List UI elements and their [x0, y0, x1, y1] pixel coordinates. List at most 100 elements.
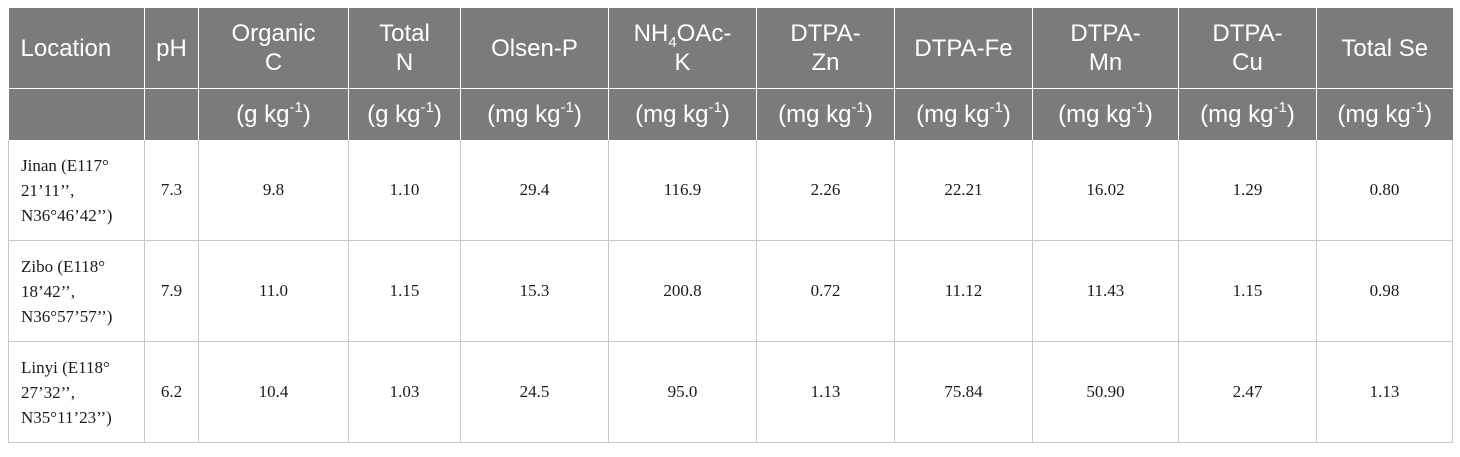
unit-dtpa-zn: (mg kg-1) [756, 88, 895, 140]
unit-dtpa-mn: (mg kg-1) [1032, 88, 1179, 140]
location-line: Linyi (E118° [21, 357, 110, 377]
header-nh4oac-k-sub: 4 [668, 33, 677, 51]
header-total-n-line1: Total [379, 20, 430, 47]
unit-close: ) [864, 101, 873, 128]
unit-location-empty [8, 88, 145, 140]
unit-base: (g kg [367, 101, 421, 128]
header-row-names: Location pH Organic C Total N Olsen-P NH… [8, 8, 1453, 89]
cell-dtpa-zn: 0.72 [756, 240, 895, 342]
header-dtpa-zn-line2: Zn [811, 49, 840, 76]
header-row-units: (g kg-1) (g kg-1) (mg kg-1) (mg kg-1) (m… [8, 88, 1453, 140]
unit-exp: -1 [1273, 99, 1287, 116]
unit-total-se: (mg kg-1) [1316, 88, 1453, 140]
cell-ph: 7.9 [144, 240, 199, 342]
unit-base: (mg kg [778, 101, 852, 128]
cell-dtpa-mn: 11.43 [1032, 240, 1179, 342]
cell-dtpa-fe: 11.12 [894, 240, 1033, 342]
header-total-n-line2: N [395, 49, 414, 76]
cell-dtpa-fe: 22.21 [894, 140, 1033, 241]
unit-organic-c: (g kg-1) [198, 88, 349, 140]
location-line: N36°46’42’’) [21, 205, 113, 225]
unit-exp: -1 [1410, 99, 1425, 116]
location-line: 21’11’’, [21, 180, 75, 200]
header-dtpa-cu: DTPA- Cu [1178, 8, 1317, 89]
table-header: Location pH Organic C Total N Olsen-P NH… [8, 8, 1453, 140]
header-dtpa-fe: DTPA-Fe [894, 8, 1033, 89]
cell-total-n: 1.10 [348, 140, 461, 241]
header-nh4oac-k-pre: NH [633, 20, 669, 47]
cell-dtpa-cu: 1.29 [1178, 140, 1317, 241]
unit-base: (mg kg [635, 101, 709, 128]
cell-nh4oac-k: 116.9 [608, 140, 757, 241]
cell-organic-c: 10.4 [198, 341, 349, 443]
cell-total-se: 1.13 [1316, 341, 1453, 443]
cell-ph: 6.2 [144, 341, 199, 443]
cell-location: Linyi (E118° 27’32’’, N35°11’23’’) [8, 341, 145, 443]
header-organic-c-line1: Organic [231, 20, 316, 47]
header-nh4oac-k: NH4OAc- K [608, 8, 757, 89]
cell-location: Zibo (E118° 18’42’’, N36°57’57’’) [8, 240, 145, 342]
unit-olsen-p: (mg kg-1) [460, 88, 609, 140]
cell-olsen-p: 15.3 [460, 240, 609, 342]
unit-base: (mg kg [487, 101, 561, 128]
unit-base: (g kg [236, 101, 290, 128]
header-dtpa-cu-line2: Cu [1232, 49, 1263, 76]
soil-properties-table: Location pH Organic C Total N Olsen-P NH… [8, 8, 1453, 443]
header-organic-c: Organic C [198, 8, 349, 89]
unit-exp: -1 [989, 99, 1003, 116]
cell-dtpa-cu: 1.15 [1178, 240, 1317, 342]
header-ph: pH [144, 8, 199, 89]
cell-total-n: 1.15 [348, 240, 461, 342]
cell-organic-c: 11.0 [198, 240, 349, 342]
cell-organic-c: 9.8 [198, 140, 349, 241]
header-nh4oac-k-post: OAc- [676, 20, 732, 47]
unit-close: ) [721, 101, 730, 128]
table-row: Zibo (E118° 18’42’’, N36°57’57’’) 7.9 11… [8, 240, 1453, 342]
unit-exp: -1 [708, 99, 722, 116]
header-dtpa-zn: DTPA- Zn [756, 8, 895, 89]
unit-exp: -1 [851, 99, 865, 116]
cell-nh4oac-k: 95.0 [608, 341, 757, 443]
location-line: 18’42’’, [21, 281, 75, 301]
unit-close: ) [1144, 101, 1153, 128]
cell-location: Jinan (E117° 21’11’’, N36°46’42’’) [8, 140, 145, 241]
unit-close: ) [302, 101, 311, 128]
unit-dtpa-cu: (mg kg-1) [1178, 88, 1317, 140]
unit-close: ) [433, 101, 442, 128]
cell-dtpa-cu: 2.47 [1178, 341, 1317, 443]
unit-base: (mg kg [1200, 101, 1274, 128]
location-line: Zibo (E118° [21, 256, 106, 276]
header-nh4oac-k-line2: K [674, 49, 691, 76]
location-line: N35°11’23’’) [21, 407, 112, 427]
unit-exp: -1 [420, 99, 434, 116]
header-olsen-p: Olsen-P [460, 8, 609, 89]
unit-ph-empty [144, 88, 199, 140]
table-row: Linyi (E118° 27’32’’, N35°11’23’’) 6.2 1… [8, 341, 1453, 443]
cell-dtpa-mn: 50.90 [1032, 341, 1179, 443]
location-line: 27’32’’, [21, 382, 75, 402]
cell-dtpa-fe: 75.84 [894, 341, 1033, 443]
location-line: N36°57’57’’) [21, 306, 113, 326]
cell-olsen-p: 24.5 [460, 341, 609, 443]
header-dtpa-mn: DTPA- Mn [1032, 8, 1179, 89]
unit-total-n: (g kg-1) [348, 88, 461, 140]
cell-total-n: 1.03 [348, 341, 461, 443]
location-line: Jinan (E117° [21, 155, 109, 175]
unit-base: (mg kg [1337, 101, 1411, 128]
table-body: Jinan (E117° 21’11’’, N36°46’42’’) 7.3 9… [8, 140, 1453, 443]
header-dtpa-mn-line1: DTPA- [1070, 20, 1141, 47]
unit-base: (mg kg [1058, 101, 1132, 128]
header-location: Location [8, 8, 145, 89]
header-total-se: Total Se [1316, 8, 1453, 89]
cell-nh4oac-k: 200.8 [608, 240, 757, 342]
cell-ph: 7.3 [144, 140, 199, 241]
header-organic-c-line2: C [264, 49, 283, 76]
cell-total-se: 0.80 [1316, 140, 1453, 241]
unit-nh4oac-k: (mg kg-1) [608, 88, 757, 140]
unit-close: ) [1286, 101, 1295, 128]
header-dtpa-mn-line2: Mn [1088, 49, 1123, 76]
header-dtpa-zn-line1: DTPA- [790, 20, 861, 47]
unit-close: ) [573, 101, 582, 128]
unit-close: ) [1002, 101, 1011, 128]
cell-dtpa-zn: 1.13 [756, 341, 895, 443]
